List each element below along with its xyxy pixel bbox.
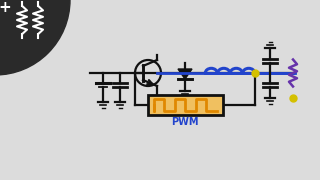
FancyBboxPatch shape — [148, 95, 222, 115]
Text: PWM: PWM — [171, 117, 199, 127]
Polygon shape — [178, 69, 192, 79]
Text: +: + — [0, 1, 12, 15]
Circle shape — [0, 0, 70, 75]
